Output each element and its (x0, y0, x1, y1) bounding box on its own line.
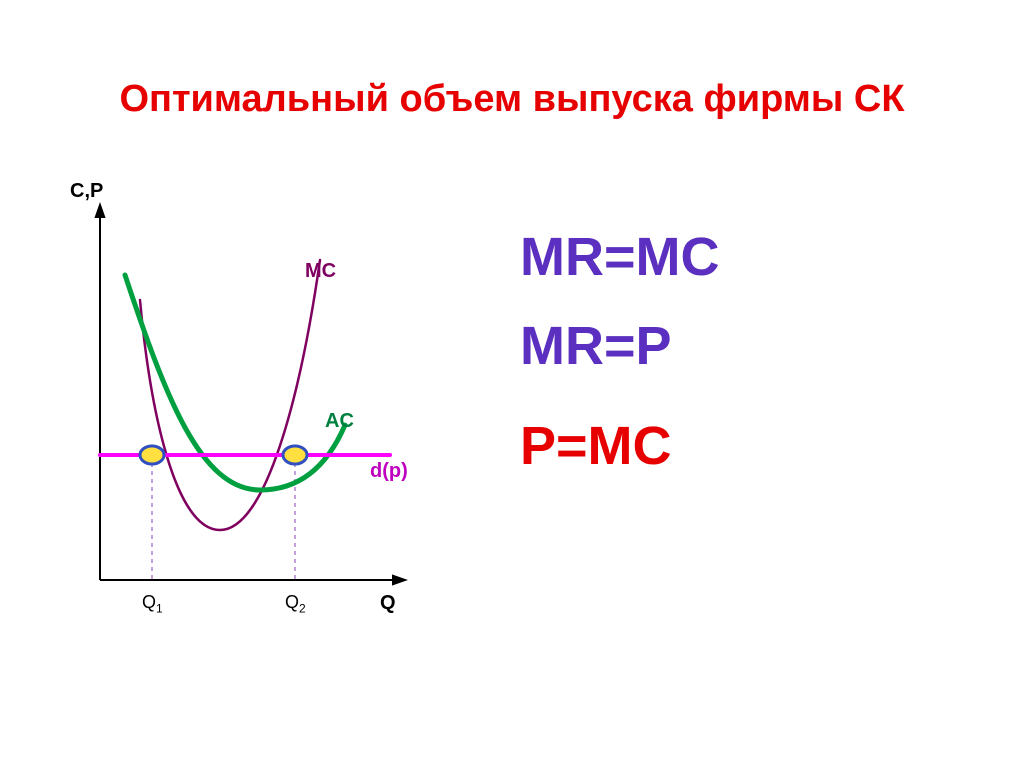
x-tick-q2: Q2 (285, 592, 306, 616)
slide: Оптимальный объем выпуска фирмы СК C,P Q… (0, 0, 1024, 767)
x-axis-label: Q (380, 592, 396, 615)
demand-label: d(p) (370, 460, 408, 483)
chart: C,P Q MC AC d(p) Q1 Q2 (80, 200, 420, 630)
x-tick-q1: Q1 (142, 592, 163, 616)
equation-mr-p: MR=P (520, 317, 980, 376)
equations-block: MR=MC MR=P P=MC (520, 210, 980, 506)
chart-svg (80, 200, 420, 630)
y-axis-label: C,P (70, 180, 103, 203)
equation-p-mc: P=MC (520, 417, 980, 476)
slide-title: Оптимальный объем выпуска фирмы СК (0, 78, 1024, 121)
ac-label: AC (325, 410, 354, 433)
mc-label: MC (305, 260, 336, 283)
equation-mr-mc: MR=MC (520, 228, 980, 287)
